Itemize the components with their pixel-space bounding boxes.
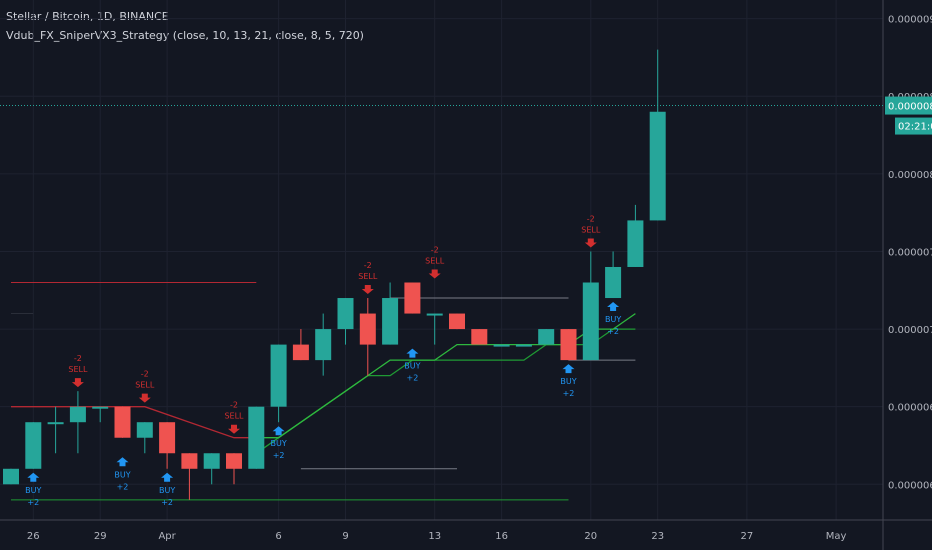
candle-body xyxy=(92,406,109,409)
candle-body xyxy=(582,282,599,361)
candle-body xyxy=(649,111,666,221)
candle-body xyxy=(560,329,577,361)
countdown-badge xyxy=(895,117,932,135)
candle-body xyxy=(315,329,332,361)
buy-label: BUY xyxy=(270,439,286,448)
x-tick-label: May xyxy=(826,531,847,542)
y-tick-label: 0.00000900 xyxy=(888,15,932,26)
candle-body xyxy=(3,468,19,485)
candle-body xyxy=(292,344,309,361)
buy-arrow xyxy=(27,472,40,482)
candle-body xyxy=(136,422,153,438)
sell-arrow xyxy=(71,378,84,388)
candle-body xyxy=(69,406,86,423)
x-tick-label: 29 xyxy=(94,531,107,542)
sell-value-label: -2 xyxy=(230,401,238,410)
sell-value-label: -2 xyxy=(74,354,82,363)
sell-arrow xyxy=(428,269,441,279)
y-tick-label: 0.00000700 xyxy=(888,325,932,336)
sell-label: SELL xyxy=(581,225,601,234)
sell-label: SELL xyxy=(68,365,88,374)
buy-value-label: +2 xyxy=(273,451,285,460)
x-tick-label: 13 xyxy=(428,531,441,542)
countdown-label: 02:21:03 xyxy=(898,122,932,133)
buy-arrow xyxy=(272,426,285,436)
y-tick-label: 0.00000750 xyxy=(888,247,932,258)
candle-body xyxy=(181,453,198,469)
buy-value-label: +2 xyxy=(117,482,129,491)
sell-arrow xyxy=(361,285,374,295)
y-tick-label: 0.00000600 xyxy=(888,480,932,491)
sell-value-label: -2 xyxy=(141,370,149,379)
current-price-badge xyxy=(885,96,932,115)
sell-value-label: -2 xyxy=(431,246,439,255)
buy-arrow xyxy=(562,364,575,374)
y-tick-label: 0.00000650 xyxy=(888,403,932,414)
sell-value-label: -2 xyxy=(587,214,595,223)
indicator-title: Vdub_FX_SniperVX3_Strategy (close, 10, 1… xyxy=(6,29,364,42)
x-tick-label: 27 xyxy=(741,531,754,542)
sell-label: SELL xyxy=(224,412,244,421)
buy-label: BUY xyxy=(25,486,41,495)
candle-body xyxy=(449,313,465,330)
ma-red-line xyxy=(11,406,257,439)
ma-green-line-1 xyxy=(255,328,636,454)
ma-green-line-2 xyxy=(256,313,636,439)
sell-arrow xyxy=(584,238,597,248)
candle-body xyxy=(25,422,42,469)
buy-label: BUY xyxy=(114,470,130,479)
buy-label: BUY xyxy=(404,362,420,371)
buy-value-label: +2 xyxy=(27,498,39,507)
current-price-label: 0.00000844 xyxy=(888,102,932,113)
candle-body xyxy=(404,282,421,314)
candle-body xyxy=(515,344,532,347)
sell-value-label: -2 xyxy=(364,261,372,270)
x-tick-label: 9 xyxy=(342,531,348,542)
sell-label: SELL xyxy=(358,272,378,281)
x-tick-label: Apr xyxy=(158,531,176,542)
buy-label: BUY xyxy=(560,377,576,386)
candle-body xyxy=(203,453,220,469)
candle-body xyxy=(159,422,176,454)
buy-label: BUY xyxy=(605,315,621,324)
buy-value-label: +2 xyxy=(607,327,619,336)
candle-body xyxy=(226,453,242,469)
x-tick-label: 26 xyxy=(27,531,40,542)
candle-body xyxy=(426,313,443,316)
sell-label: SELL xyxy=(425,257,445,266)
buy-label: BUY xyxy=(159,486,175,495)
buy-arrow xyxy=(406,348,419,358)
sell-label: SELL xyxy=(135,381,155,390)
x-tick-label: 6 xyxy=(275,531,281,542)
candle-body xyxy=(337,298,354,330)
x-tick-label: 20 xyxy=(584,531,597,542)
buy-value-label: +2 xyxy=(161,498,173,507)
candle-body xyxy=(538,329,555,345)
candle-body xyxy=(248,406,265,469)
buy-arrow xyxy=(607,302,620,312)
sell-arrow xyxy=(138,393,151,403)
candle-body xyxy=(47,422,64,425)
candle-body xyxy=(471,329,488,345)
sell-arrow xyxy=(228,424,240,434)
buy-arrow xyxy=(161,472,174,482)
symbol-title: Stellar / Bitcoin, 1D, BINANCE xyxy=(6,10,169,23)
buy-arrow xyxy=(116,457,129,467)
candle-body xyxy=(114,406,131,438)
candle-body xyxy=(359,313,376,345)
candle-body xyxy=(605,266,622,299)
x-tick-label: 16 xyxy=(495,531,508,542)
candle-body xyxy=(627,220,644,267)
candle-body xyxy=(270,344,287,407)
candle-body xyxy=(493,344,510,347)
x-tick-label: 23 xyxy=(651,531,664,542)
candle-body xyxy=(382,298,399,345)
y-tick-label: 0.00000800 xyxy=(888,170,932,181)
buy-value-label: +2 xyxy=(563,389,575,398)
buy-value-label: +2 xyxy=(407,374,419,383)
